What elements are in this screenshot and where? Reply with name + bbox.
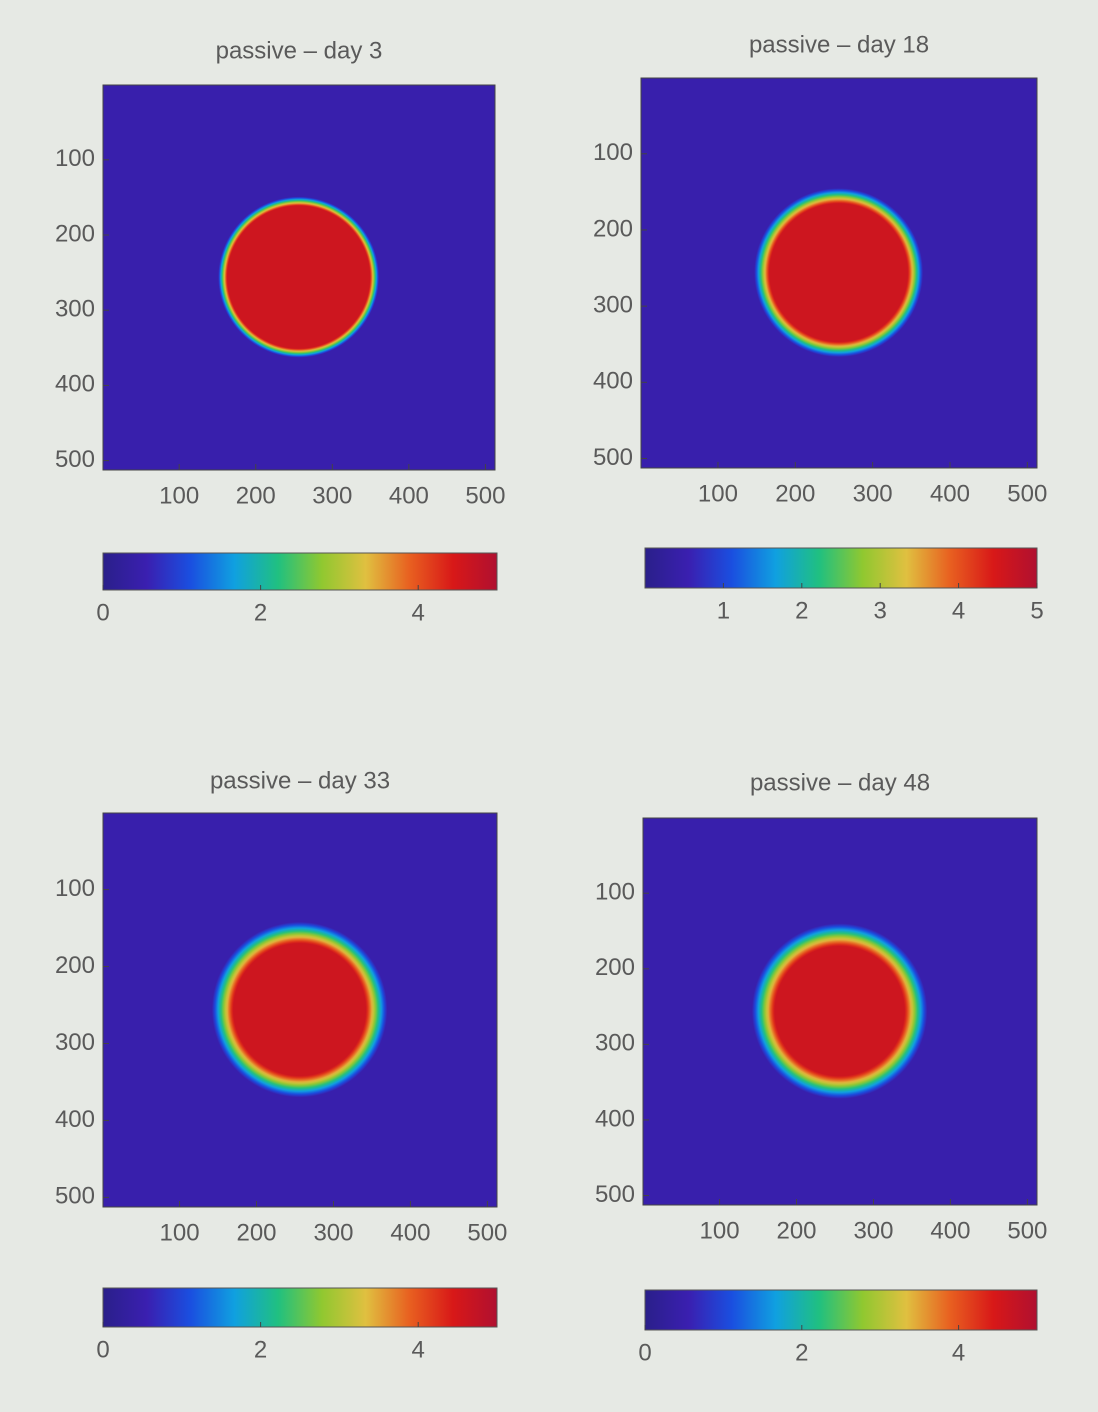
x-tick-label: 400 xyxy=(930,480,970,507)
y-tick-label: 100 xyxy=(55,875,95,902)
disk xyxy=(218,196,380,358)
x-tick-label: 100 xyxy=(160,1219,200,1246)
disk xyxy=(754,188,924,358)
axes-frame xyxy=(640,77,1038,469)
colorbar-tick-label: 0 xyxy=(96,599,109,626)
colorbar-tick-label: 4 xyxy=(412,1336,425,1363)
disk xyxy=(211,921,388,1098)
x-tick-label: 100 xyxy=(159,482,199,509)
y-tick-label: 500 xyxy=(55,446,95,473)
x-tick-label: 500 xyxy=(467,1219,507,1246)
x-tick-label: 300 xyxy=(312,482,352,509)
colorbar xyxy=(644,1289,1038,1331)
colorbar-tick-label: 0 xyxy=(638,1339,651,1366)
x-tick-label: 400 xyxy=(390,1219,430,1246)
colorbar-tick-label: 4 xyxy=(952,1339,965,1366)
y-tick-label: 100 xyxy=(595,879,635,906)
panel-title: passive – day 48 xyxy=(750,769,930,796)
y-tick-label: 500 xyxy=(595,1181,635,1208)
disk xyxy=(751,923,928,1099)
colorbar-tick-label: 2 xyxy=(795,597,808,624)
y-tick-label: 200 xyxy=(595,954,635,981)
axes-frame xyxy=(102,84,496,471)
colorbar-tick-label: 2 xyxy=(795,1339,808,1366)
x-tick-label: 200 xyxy=(776,1217,816,1244)
y-tick-label: 300 xyxy=(55,296,95,323)
y-tick-label: 200 xyxy=(55,952,95,979)
panel-title: passive – day 3 xyxy=(216,37,383,64)
y-tick-label: 500 xyxy=(55,1183,95,1210)
colorbar-tick-label: 0 xyxy=(96,1336,109,1363)
colorbar xyxy=(644,547,1038,589)
colorbar-tick-label: 2 xyxy=(254,1336,267,1363)
axes-frame xyxy=(102,812,498,1208)
panel-title: passive – day 33 xyxy=(210,767,390,794)
colorbar-tick-label: 5 xyxy=(1030,597,1043,624)
x-tick-label: 500 xyxy=(1007,1217,1047,1244)
y-tick-label: 200 xyxy=(55,220,95,247)
colorbar-tick-label: 2 xyxy=(254,599,267,626)
x-tick-label: 200 xyxy=(236,482,276,509)
axes-frame xyxy=(642,817,1038,1206)
y-tick-label: 400 xyxy=(55,1106,95,1133)
y-tick-label: 200 xyxy=(593,215,633,242)
y-tick-label: 400 xyxy=(595,1105,635,1132)
colorbar xyxy=(102,552,498,591)
x-tick-label: 400 xyxy=(389,482,429,509)
x-tick-label: 300 xyxy=(853,480,893,507)
colorbar xyxy=(102,1287,498,1328)
x-tick-label: 300 xyxy=(313,1219,353,1246)
panel-title: passive – day 18 xyxy=(749,31,929,58)
colorbar-tick-label: 4 xyxy=(952,597,965,624)
y-tick-label: 500 xyxy=(593,444,633,471)
y-tick-label: 100 xyxy=(593,139,633,166)
y-tick-label: 100 xyxy=(55,145,95,172)
y-tick-label: 300 xyxy=(593,291,633,318)
x-tick-label: 300 xyxy=(853,1217,893,1244)
colorbar-tick-label: 4 xyxy=(412,599,425,626)
x-tick-label: 500 xyxy=(1007,480,1047,507)
colorbar-tick-label: 1 xyxy=(717,597,730,624)
colorbar-tick-label: 3 xyxy=(874,597,887,624)
x-tick-label: 400 xyxy=(930,1217,970,1244)
y-tick-label: 400 xyxy=(593,368,633,395)
x-tick-label: 100 xyxy=(700,1217,740,1244)
x-tick-label: 500 xyxy=(465,482,505,509)
y-tick-label: 400 xyxy=(55,371,95,398)
x-tick-label: 200 xyxy=(236,1219,276,1246)
x-tick-label: 200 xyxy=(775,480,815,507)
y-tick-label: 300 xyxy=(595,1030,635,1057)
x-tick-label: 100 xyxy=(698,480,738,507)
y-tick-label: 300 xyxy=(55,1029,95,1056)
